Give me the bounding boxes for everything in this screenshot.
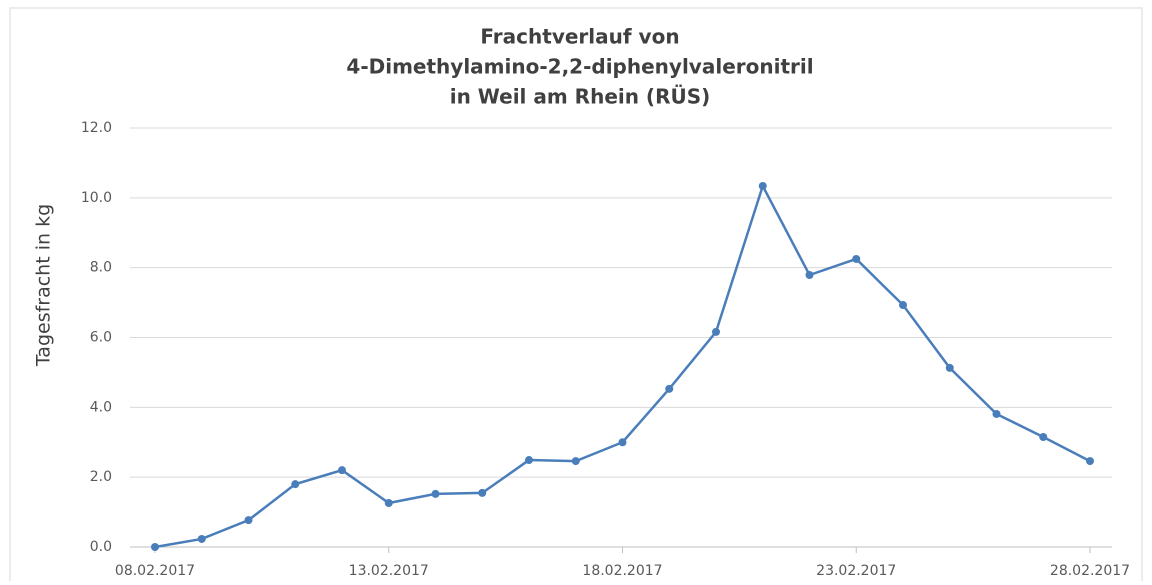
data-point [618, 438, 627, 447]
x-tick-label: 08.02.2017 [115, 563, 195, 579]
data-point [384, 499, 393, 508]
y-tick-label: 6.0 [90, 330, 112, 346]
chart-frame [9, 7, 1143, 585]
data-point [1086, 457, 1094, 466]
data-point [244, 516, 253, 525]
chart-title: in Weil am Rhein (RÜS) [450, 85, 711, 109]
data-point [431, 489, 440, 498]
data-point [805, 270, 814, 279]
data-point [665, 384, 674, 393]
data-point [945, 363, 954, 372]
data-point [758, 181, 767, 190]
chart-title: Frachtverlauf von [480, 25, 679, 49]
data-point [478, 488, 487, 497]
y-tick-label: 12.0 [81, 120, 112, 136]
data-point [1039, 433, 1048, 442]
x-tick-label: 18.02.2017 [582, 563, 662, 579]
y-tick-label: 4.0 [90, 399, 112, 415]
data-point [151, 543, 159, 551]
data-point [899, 301, 907, 310]
y-axis-label: Tagesfracht in kg [33, 204, 55, 367]
chart-title: 4-Dimethylamino-2,2-diphenylvaleronitril [346, 55, 813, 79]
y-tick-label: 2.0 [90, 469, 112, 485]
y-tick-label: 0.0 [90, 539, 112, 555]
x-tick-label: 28.02.2017 [1050, 563, 1130, 579]
x-tick-label: 13.02.2017 [349, 563, 429, 579]
data-point [291, 480, 300, 489]
y-tick-label: 10.0 [81, 190, 112, 206]
data-point [571, 457, 580, 466]
data-point [712, 327, 720, 336]
x-tick-label: 23.02.2017 [816, 563, 896, 579]
data-point [525, 456, 533, 465]
data-point [992, 409, 1001, 418]
y-tick-label: 8.0 [90, 260, 112, 276]
data-point [197, 534, 206, 543]
data-point [338, 466, 346, 475]
data-point [852, 254, 861, 263]
